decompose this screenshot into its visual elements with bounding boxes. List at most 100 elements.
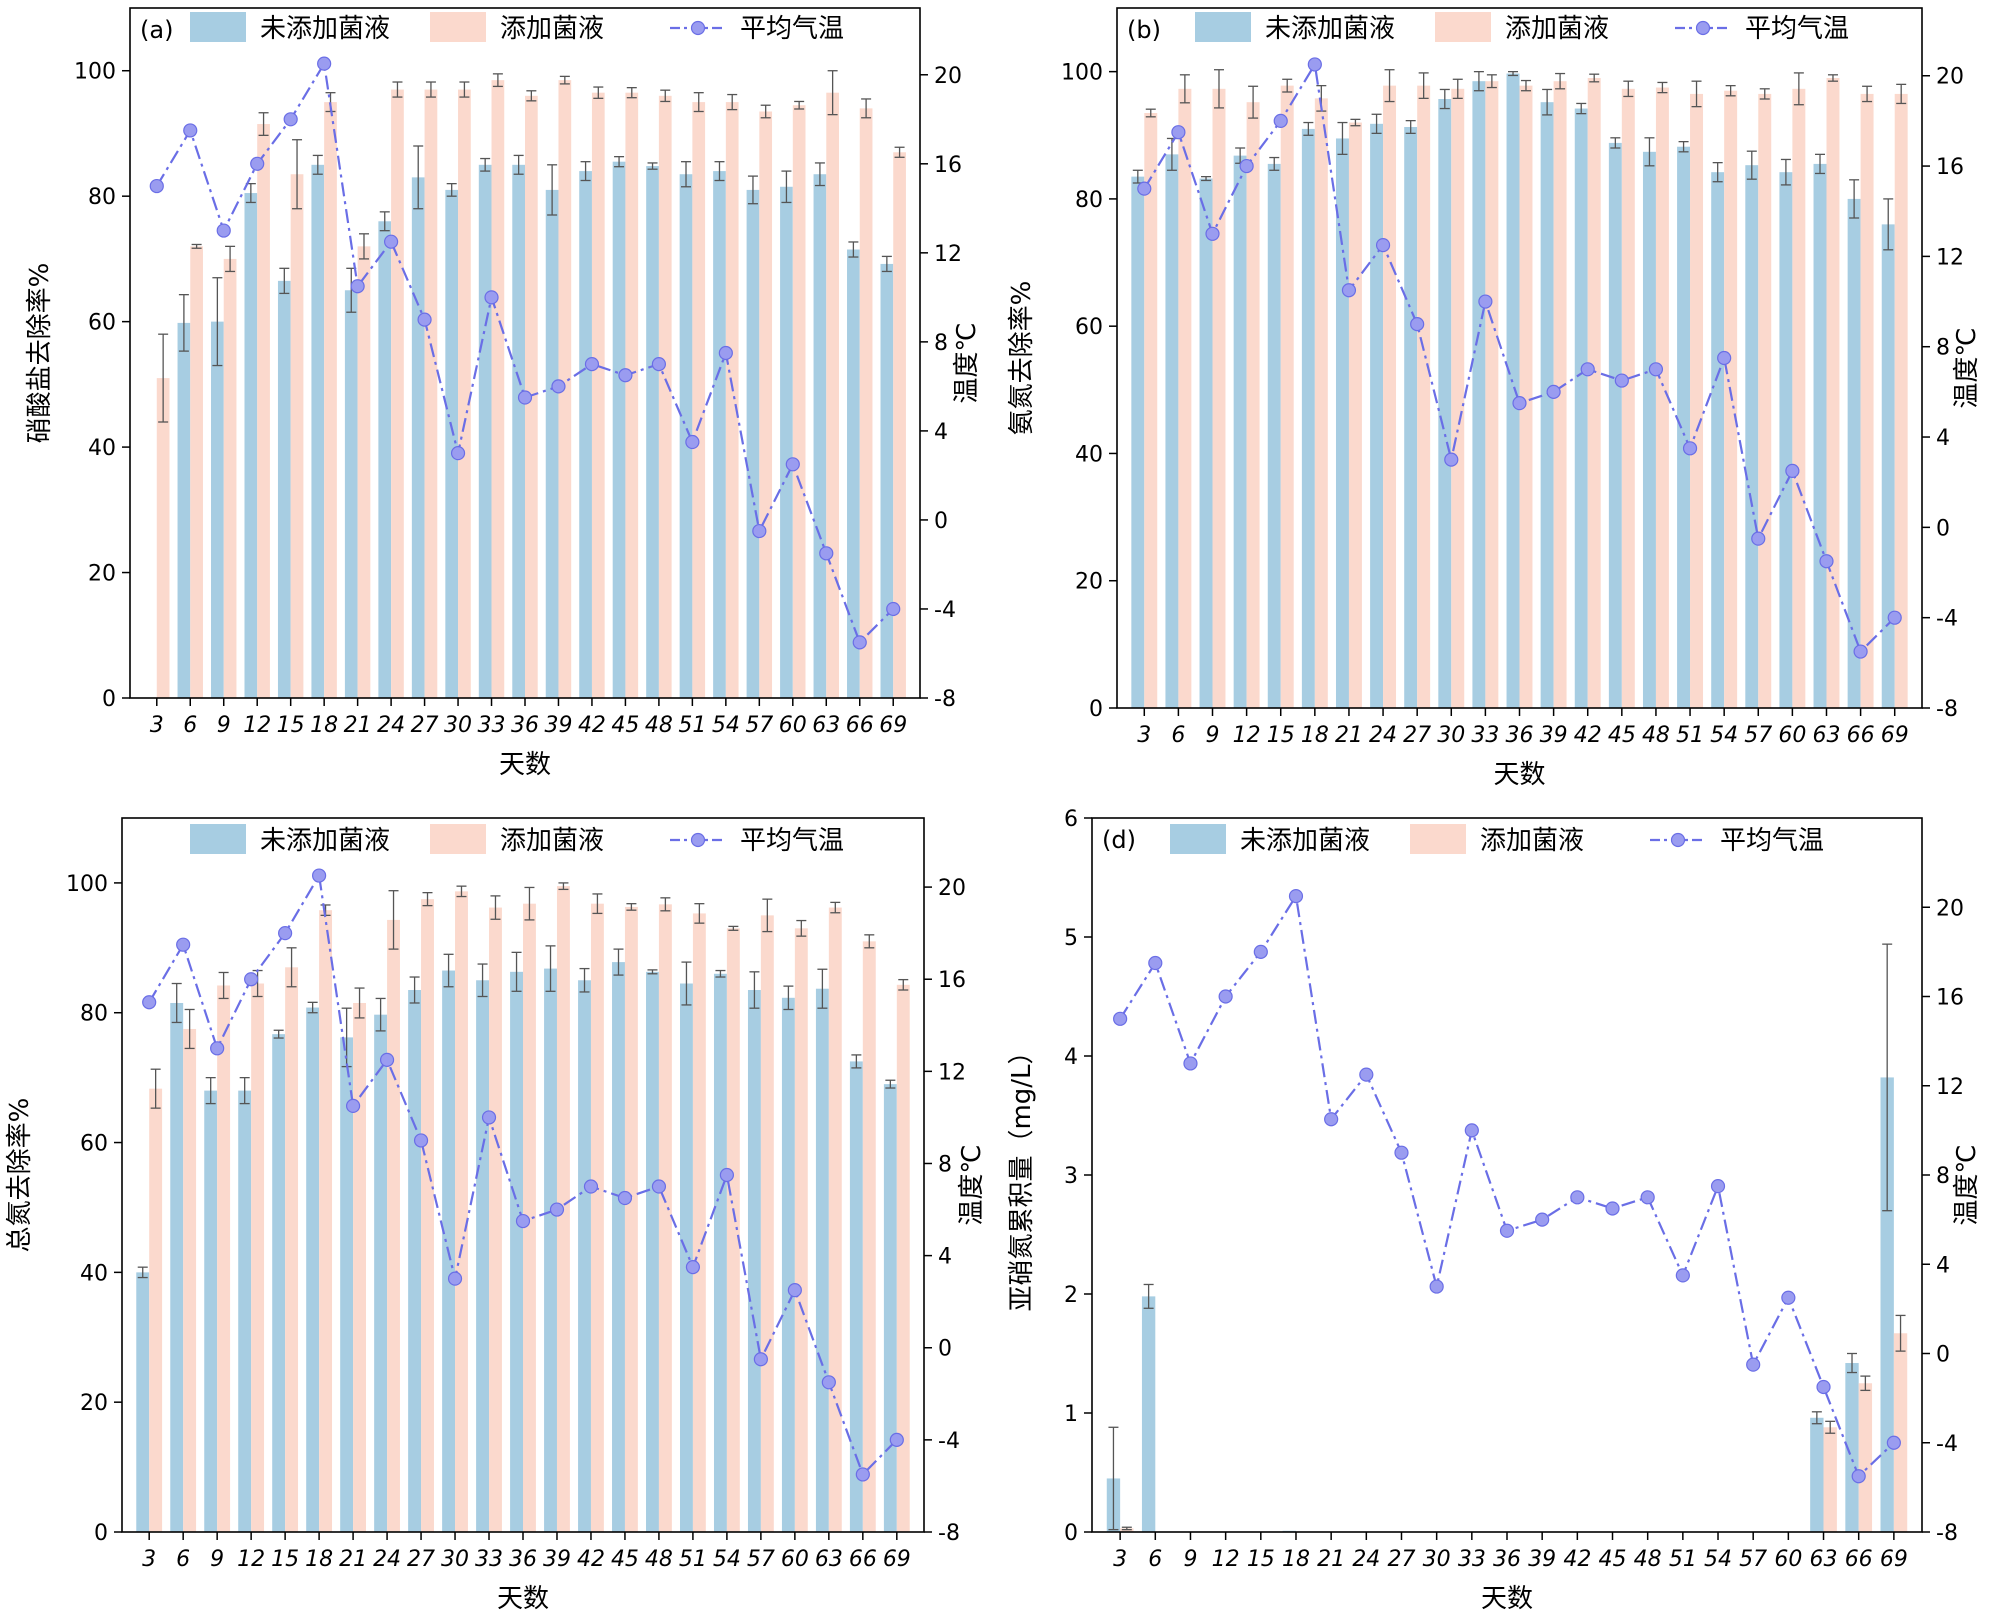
bar-with-error-54 bbox=[727, 93, 738, 111]
temp-point-21 bbox=[1341, 283, 1357, 298]
bar-without-error-30 bbox=[446, 182, 457, 197]
temp-point-63 bbox=[821, 1375, 836, 1390]
bar-with-error-27 bbox=[1418, 72, 1429, 100]
bar-with-error-45 bbox=[626, 87, 637, 99]
bar-without-24 bbox=[378, 221, 392, 699]
bar-without-error-48 bbox=[647, 969, 658, 975]
bar-without-15 bbox=[1267, 163, 1281, 709]
temp-point-24 bbox=[379, 1052, 395, 1067]
bar-with-error-45 bbox=[1623, 80, 1634, 98]
temp-point-6 bbox=[176, 937, 191, 952]
bar-with-error-66 bbox=[864, 934, 875, 949]
temp-point-66 bbox=[852, 635, 867, 650]
xtick-label: 54 bbox=[712, 713, 740, 738]
bar-without-42 bbox=[578, 980, 591, 1532]
bar-without-24 bbox=[374, 1014, 388, 1532]
xtick-label: 12 bbox=[1212, 1547, 1240, 1572]
temp-point-9 bbox=[216, 223, 231, 238]
bar-with-33 bbox=[491, 80, 505, 699]
bar-with-error-36 bbox=[526, 90, 537, 102]
bar-with-error-39 bbox=[1555, 72, 1566, 90]
xtick-label: 15 bbox=[277, 713, 305, 738]
legend-label-without: 未添加菌液 bbox=[260, 14, 390, 44]
bar-with-24 bbox=[1383, 85, 1397, 709]
bar-with-error-54 bbox=[728, 925, 739, 931]
xtick-label: 45 bbox=[611, 713, 639, 738]
y2tick-label: -8 bbox=[1936, 1521, 1958, 1546]
xtick-label: 12 bbox=[237, 1547, 265, 1572]
temp-point-66 bbox=[1853, 644, 1868, 659]
xtick-label: 27 bbox=[411, 713, 439, 738]
bar-with-error-12 bbox=[1248, 85, 1259, 119]
xtick-label: 3 bbox=[150, 713, 164, 738]
bar-without-error-57 bbox=[1746, 150, 1757, 180]
bar-with-66 bbox=[1860, 93, 1874, 709]
bar-with-error-30 bbox=[1452, 78, 1463, 100]
xtick-label: 33 bbox=[1458, 1547, 1486, 1572]
bar-with-error-21 bbox=[354, 987, 365, 1019]
ytick-label: 60 bbox=[88, 311, 116, 336]
temp-point-45 bbox=[618, 368, 633, 383]
xtick-label: 66 bbox=[849, 1547, 877, 1572]
temp-point-42 bbox=[584, 357, 600, 372]
bar-with-error-15 bbox=[292, 139, 303, 210]
ytick-label: 80 bbox=[1075, 188, 1103, 213]
bar-without-error-9 bbox=[212, 277, 223, 367]
y2tick-label: -8 bbox=[1936, 697, 1958, 722]
temp-point-12 bbox=[1218, 989, 1233, 1004]
bar-without-15 bbox=[277, 280, 291, 698]
bar-with-error-9 bbox=[1213, 69, 1224, 109]
y2tick-label: 16 bbox=[934, 153, 962, 178]
temp-point-3 bbox=[149, 178, 164, 194]
bar-with-27 bbox=[424, 89, 438, 698]
xtick-label: 69 bbox=[879, 713, 907, 738]
y2tick-label: 20 bbox=[1936, 65, 1964, 90]
bar-without-error-51 bbox=[681, 161, 692, 188]
bar-with-54 bbox=[726, 928, 740, 1532]
legend-label-temp: 平均气温 bbox=[740, 826, 844, 856]
bar-without-69 bbox=[1880, 1077, 1894, 1532]
bar-without-9 bbox=[204, 1090, 218, 1532]
y2tick-label: 20 bbox=[938, 876, 966, 901]
bar-with-42 bbox=[591, 92, 605, 698]
bar-without-error-45 bbox=[613, 948, 624, 976]
legend-label-with: 添加菌液 bbox=[1505, 14, 1609, 44]
y2tick-label: 0 bbox=[1936, 1343, 1950, 1368]
bar-without-66 bbox=[849, 1061, 863, 1532]
legend-swatch-temp-marker bbox=[690, 832, 706, 848]
bar-without-45 bbox=[1608, 142, 1622, 709]
ytick-label: 40 bbox=[80, 1261, 108, 1286]
ytick-label: 100 bbox=[66, 872, 108, 897]
bar-with-error-30 bbox=[456, 885, 467, 898]
bar-without-30 bbox=[445, 189, 459, 698]
bar-without-57 bbox=[1745, 165, 1759, 708]
bar-with-error-66 bbox=[1862, 85, 1873, 103]
y2tick-label: 8 bbox=[934, 331, 948, 356]
xtick-label: 60 bbox=[1778, 723, 1806, 748]
xtick-label: 6 bbox=[1148, 1547, 1162, 1572]
bar-with-63 bbox=[1823, 1427, 1837, 1532]
bar-without-error-15 bbox=[279, 267, 290, 295]
bar-without-error-18 bbox=[1303, 121, 1314, 136]
bar-without-18 bbox=[306, 1007, 320, 1532]
bar-without-error-60 bbox=[783, 985, 794, 1011]
bar-with-12 bbox=[1246, 102, 1260, 708]
bar-with-error-6 bbox=[191, 243, 202, 249]
temp-point-54 bbox=[718, 345, 733, 361]
xtick-label: 48 bbox=[645, 1547, 673, 1572]
ytick-label: 4 bbox=[1064, 1045, 1078, 1070]
ytick-label: 0 bbox=[1089, 697, 1103, 722]
temp-point-45 bbox=[617, 1190, 633, 1206]
xtick-label: 42 bbox=[1563, 1547, 1591, 1572]
bar-without-6 bbox=[1141, 1296, 1156, 1532]
xtick-label: 48 bbox=[1634, 1547, 1662, 1572]
xtick-label: 45 bbox=[1608, 723, 1636, 748]
legend-label-with: 添加菌液 bbox=[1480, 826, 1584, 856]
ytick-label: 20 bbox=[1075, 570, 1103, 595]
ytick-label: 60 bbox=[80, 1132, 108, 1157]
temp-point-60 bbox=[1785, 463, 1800, 479]
y2tick-label: -4 bbox=[1936, 607, 1958, 632]
temp-point-51 bbox=[1675, 1268, 1690, 1283]
legend-swatch-with bbox=[1435, 12, 1491, 42]
temp-point-30 bbox=[450, 446, 466, 461]
